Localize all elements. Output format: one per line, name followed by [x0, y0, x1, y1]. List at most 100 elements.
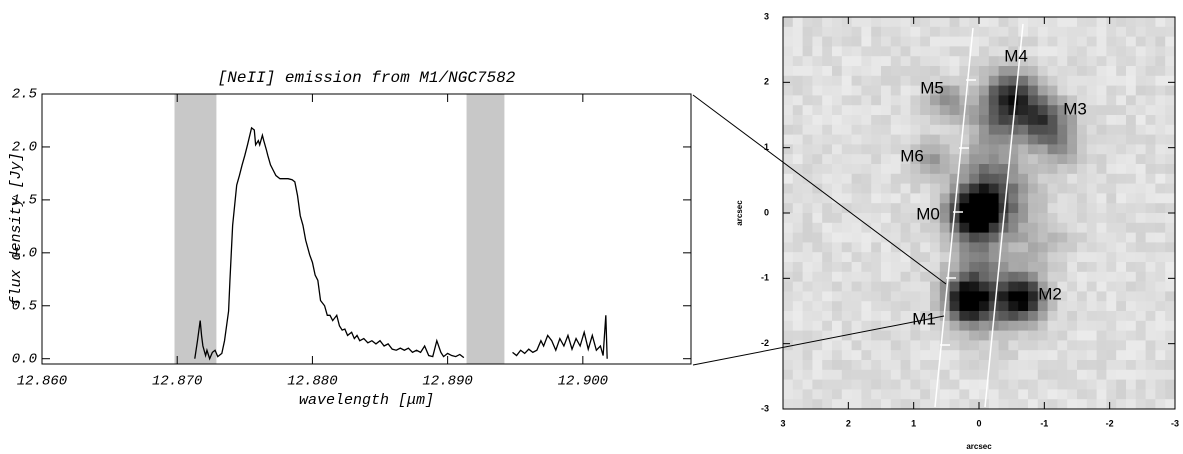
image-pixel	[1165, 183, 1176, 194]
image-pixel	[1047, 95, 1058, 106]
image-pixel	[930, 301, 941, 312]
image-pixel	[1008, 164, 1019, 175]
image-pixel	[881, 105, 892, 116]
image-pixel	[832, 203, 843, 214]
image-pixel	[871, 291, 882, 302]
image-pixel	[1126, 17, 1137, 28]
slit-edge	[984, 23, 1024, 408]
image-pixel	[851, 193, 862, 204]
image-pixel	[1018, 379, 1029, 390]
image-pixel	[1028, 144, 1039, 155]
y-tick-label: 2.0	[12, 140, 37, 156]
image-pixel	[1057, 271, 1068, 282]
image-pixel	[930, 144, 941, 155]
image-pixel	[998, 301, 1009, 312]
image-pixel	[959, 399, 970, 410]
image-pixel	[949, 399, 960, 410]
image-pixel	[832, 144, 843, 155]
image-pixel	[832, 369, 843, 380]
image-pixel	[812, 203, 823, 214]
image-pixel	[939, 105, 950, 116]
image-pixel	[1155, 26, 1166, 37]
image-pixel	[812, 85, 823, 96]
image-pixel	[1155, 164, 1166, 175]
image-pixel	[1155, 203, 1166, 214]
image-pixel	[832, 242, 843, 253]
image-pixel	[1126, 252, 1137, 263]
image-pixel	[949, 340, 960, 351]
image-pixel	[988, 36, 999, 47]
image-pixel	[959, 222, 970, 233]
image-pixel	[949, 105, 960, 116]
image-pixel	[1077, 26, 1088, 37]
image-pixel	[802, 66, 813, 77]
image-pixel	[1037, 105, 1048, 116]
image-pixel	[920, 134, 931, 145]
image-pixel	[881, 95, 892, 106]
image-pixel	[1126, 242, 1137, 253]
image-pixel	[900, 242, 911, 253]
image-pixel	[1047, 144, 1058, 155]
image-pixel	[959, 281, 970, 292]
image-pixel	[939, 320, 950, 331]
y-tick-label: 2.5	[12, 87, 38, 103]
image-pixel	[1086, 330, 1097, 341]
image-pixel	[1155, 115, 1166, 126]
image-pixel	[988, 340, 999, 351]
image-pixel	[949, 46, 960, 57]
image-pixel	[1165, 379, 1176, 390]
image-pixel	[900, 154, 911, 165]
image-pixel	[949, 330, 960, 341]
image-pixel	[841, 164, 852, 175]
image-pixel	[812, 291, 823, 302]
image-pixel	[1028, 66, 1039, 77]
image-pixel	[1077, 242, 1088, 253]
image-pixel	[822, 17, 833, 28]
image-pixel	[910, 183, 921, 194]
image-pixel	[1037, 262, 1048, 273]
image-pixel	[871, 36, 882, 47]
image-pixel	[1067, 320, 1078, 331]
image-pixel	[1165, 56, 1176, 67]
image-pixel	[841, 311, 852, 322]
image-pixel	[988, 193, 999, 204]
image-pixel	[998, 105, 1009, 116]
image-pixel	[1145, 399, 1156, 410]
image-pixel	[1145, 56, 1156, 67]
image-pixel	[920, 222, 931, 233]
image-pixel	[841, 281, 852, 292]
image-pixel	[1047, 75, 1058, 86]
image-pixel	[1116, 320, 1127, 331]
image-pixel	[890, 330, 901, 341]
image-pixel	[1047, 193, 1058, 204]
image-pixel	[1086, 115, 1097, 126]
image-pixel	[1086, 320, 1097, 331]
image-pixel	[851, 17, 862, 28]
image-pixel	[979, 242, 990, 253]
image-pixel	[1067, 115, 1078, 126]
image-pixel	[1028, 17, 1039, 28]
image-pixel	[1145, 124, 1156, 135]
image-pixel	[1106, 56, 1117, 67]
image-pixel	[900, 85, 911, 96]
image-pixel	[1018, 134, 1029, 145]
image-pixel	[822, 85, 833, 96]
image-pixel	[1028, 252, 1039, 263]
image-pixel	[1096, 281, 1107, 292]
image-pixel	[1018, 340, 1029, 351]
image-pixel	[871, 173, 882, 184]
image-pixel	[1047, 360, 1058, 371]
image-pixel	[881, 66, 892, 77]
image-pixel	[1077, 164, 1088, 175]
image-pixel	[802, 105, 813, 116]
image-pixel	[1155, 340, 1166, 351]
image-pixel	[822, 350, 833, 361]
image-pixel	[1028, 26, 1039, 37]
image-pixel	[1018, 66, 1029, 77]
image-pixel	[939, 213, 950, 224]
image-pixel	[920, 369, 931, 380]
image-pixel	[1155, 36, 1166, 47]
image-pixel	[792, 252, 803, 263]
image-pixel	[841, 369, 852, 380]
image-pixel	[920, 36, 931, 47]
